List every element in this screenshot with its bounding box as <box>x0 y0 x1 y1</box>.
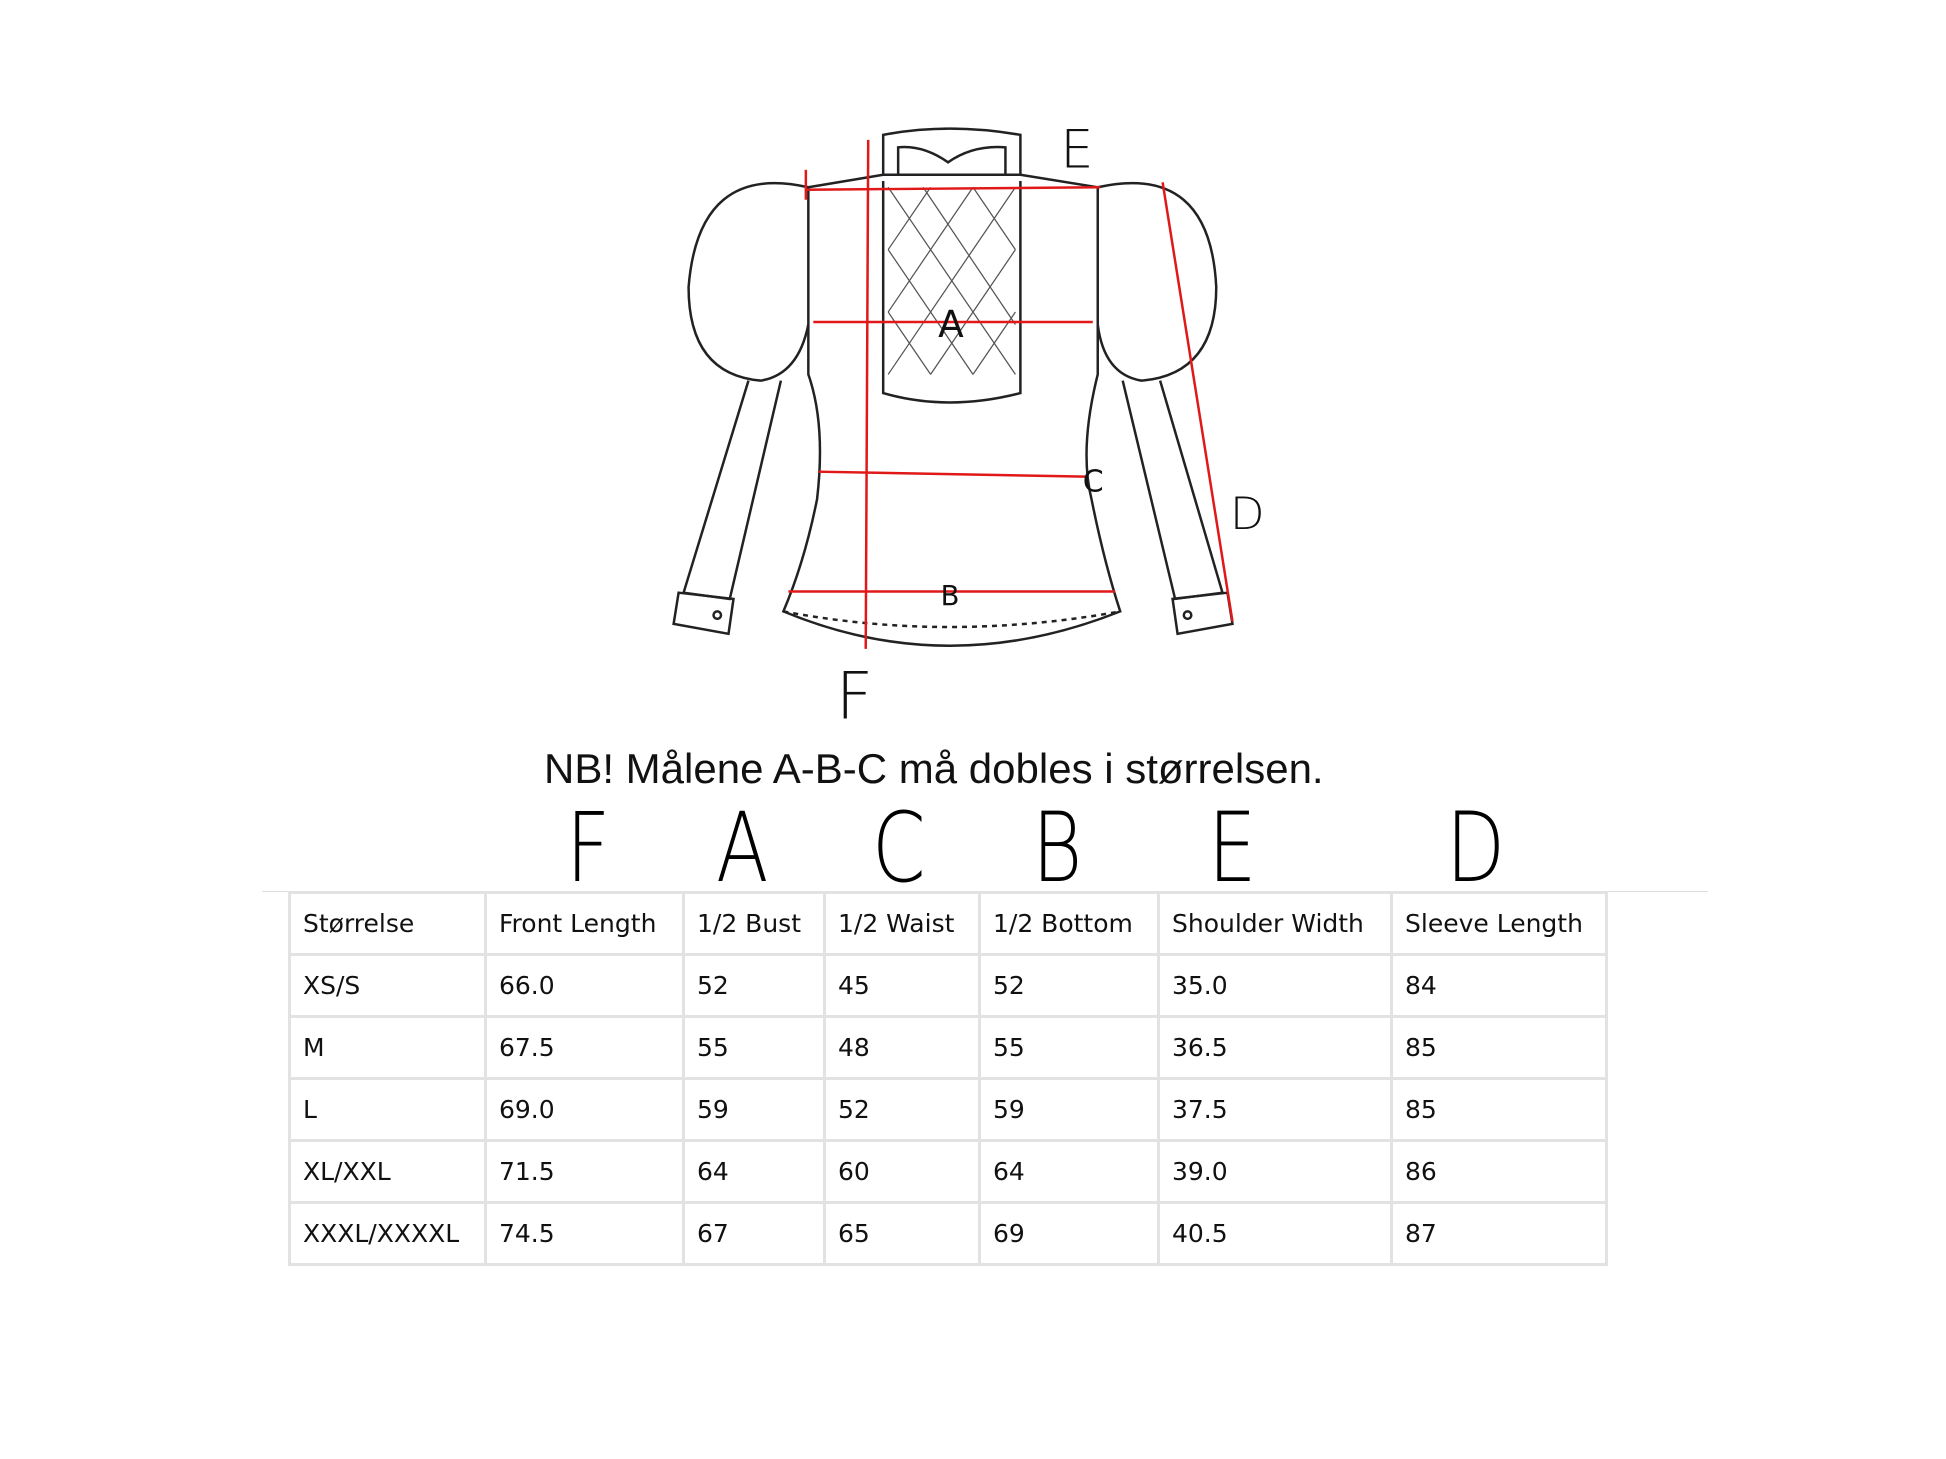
column-letter-a: A <box>716 792 769 904</box>
column-letter-b: B <box>1032 792 1083 904</box>
diagram-label-d: D <box>1230 487 1265 540</box>
diagram-label-e: E <box>1060 119 1093 180</box>
diagram-label-f: F <box>836 660 873 735</box>
table-cell: 71.5 <box>484 1139 685 1204</box>
table-row: XS/S 66.0 52 45 52 35.0 84 <box>288 953 1608 1018</box>
table-cell: 35.0 <box>1157 953 1393 1018</box>
bib-pattern <box>887 186 1016 375</box>
table-cell: 52 <box>823 1077 981 1142</box>
table-cell: 85 <box>1390 1077 1608 1142</box>
table-cell: 69.0 <box>484 1077 685 1142</box>
table-cell: 85 <box>1390 1015 1608 1080</box>
measure-d-sleeve <box>1161 182 1234 622</box>
column-header: 1/2 Bottom <box>978 891 1160 956</box>
table-cell: 55 <box>978 1015 1160 1080</box>
table-cell: 55 <box>682 1015 826 1080</box>
table-cell: 52 <box>978 953 1160 1018</box>
column-header: Shoulder Width <box>1157 891 1393 956</box>
column-header: 1/2 Bust <box>682 891 826 956</box>
measurement-lines <box>788 139 1234 649</box>
column-letter-d: D <box>1446 792 1506 904</box>
table-cell: XS/S <box>288 953 487 1018</box>
column-letter-c: C <box>872 792 926 904</box>
column-letter-e: E <box>1208 792 1257 904</box>
table-cell: 37.5 <box>1157 1077 1393 1142</box>
table-cell: 64 <box>682 1139 826 1204</box>
table-cell: L <box>288 1077 487 1142</box>
table-cell: 67 <box>682 1201 826 1266</box>
measure-c-waist <box>818 470 1086 478</box>
table-cell: 59 <box>978 1077 1160 1142</box>
table-cell: 60 <box>823 1139 981 1204</box>
table-cell: 65 <box>823 1201 981 1266</box>
table-cell: 39.0 <box>1157 1139 1393 1204</box>
table-cell: 48 <box>823 1015 981 1080</box>
table-cell: 87 <box>1390 1201 1608 1266</box>
table-cell: XXXL/XXXXL <box>288 1201 487 1266</box>
table-cell: 84 <box>1390 953 1608 1018</box>
table-row: L 69.0 59 52 59 37.5 85 <box>288 1077 1608 1142</box>
table-cell: 45 <box>823 953 981 1018</box>
table-row: XL/XXL 71.5 64 60 64 39.0 86 <box>288 1139 1608 1204</box>
table-cell: 66.0 <box>484 953 685 1018</box>
size-chart-table: Størrelse Front Length 1/2 Bust 1/2 Waist 1/… <box>288 891 1608 1266</box>
table-cell: M <box>288 1015 487 1080</box>
table-cell: 74.5 <box>484 1201 685 1266</box>
column-header: Sleeve Length <box>1390 891 1608 956</box>
table-cell: 67.5 <box>484 1015 685 1080</box>
garment-measurement-diagram: E A C D B F <box>672 119 1265 735</box>
table-row: M 67.5 55 48 55 36.5 85 <box>288 1015 1608 1080</box>
diagram-label-c: C <box>1083 465 1104 500</box>
measure-e-shoulder <box>805 186 1101 192</box>
column-header: Størrelse <box>288 891 487 956</box>
table-cell: 36.5 <box>1157 1015 1393 1080</box>
table-cell: 52 <box>682 953 826 1018</box>
sizing-note: NB! Målene A-B-C må dobles i størrelsen. <box>544 745 1324 792</box>
table-cell: 69 <box>978 1201 1160 1266</box>
column-header: Front Length <box>484 891 685 956</box>
table-cell: 40.5 <box>1157 1201 1393 1266</box>
blouse-outline <box>672 127 1234 647</box>
measure-f-length <box>864 139 870 649</box>
column-letter-f: F <box>566 792 611 904</box>
table-cell: 64 <box>978 1139 1160 1204</box>
table-row: XXXL/XXXXL 74.5 67 65 69 40.5 87 <box>288 1201 1608 1266</box>
table-cell: XL/XXL <box>288 1139 487 1204</box>
table-cell: 59 <box>682 1077 826 1142</box>
header-row: Størrelse Front Length 1/2 Bust 1/2 Waist 1/… <box>288 891 1608 956</box>
column-header: 1/2 Waist <box>823 891 981 956</box>
divider <box>262 891 1708 892</box>
diagram-label-a: A <box>938 302 964 346</box>
diagram-label-b: B <box>941 581 960 612</box>
table-cell: 86 <box>1390 1139 1608 1204</box>
